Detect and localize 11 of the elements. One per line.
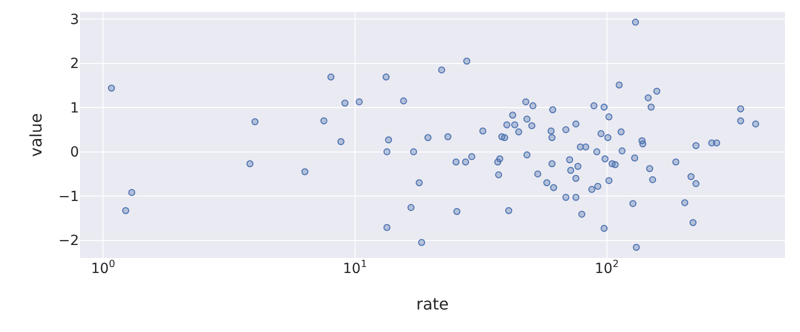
x-axis-title: rate: [416, 294, 449, 314]
y-tick-label: 2: [70, 56, 79, 72]
y-tick-label: −1: [58, 188, 79, 205]
x-tick-label: 10$^{1}$: [342, 259, 367, 277]
x-tick-label: 10$^{0}$: [91, 259, 116, 277]
y-tick-label: 1: [70, 100, 79, 116]
y-axis-title: value: [26, 113, 46, 157]
x-tick-label: 10$^{2}$: [594, 259, 619, 277]
y-tick-label: 3: [70, 12, 79, 28]
y-tick-label: −2: [58, 233, 79, 250]
y-tick-label: 0: [70, 144, 79, 161]
